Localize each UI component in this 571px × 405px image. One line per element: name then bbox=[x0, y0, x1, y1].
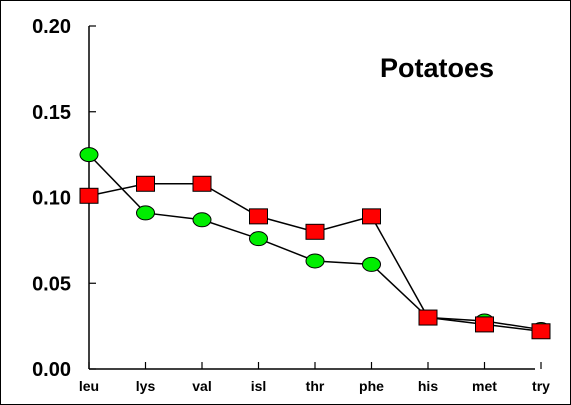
y-tick-label: 0.05 bbox=[32, 273, 71, 295]
x-ticks: leu lys val isl thr phe his met try bbox=[79, 362, 550, 394]
data-point-square bbox=[362, 208, 381, 225]
data-point-circle bbox=[192, 212, 212, 228]
x-tick-label: lys bbox=[136, 378, 156, 394]
x-tick-label: thr bbox=[306, 378, 325, 394]
data-point-square bbox=[475, 316, 494, 333]
x-tick-label: val bbox=[192, 378, 211, 394]
data-point-square bbox=[249, 208, 268, 225]
series-lines bbox=[88, 154, 542, 333]
data-point-circle bbox=[362, 256, 381, 272]
y-tick-label: 0.15 bbox=[32, 102, 71, 124]
x-tick-label: leu bbox=[79, 378, 99, 394]
series-line bbox=[88, 154, 542, 331]
chart-title: Potatoes bbox=[380, 53, 494, 83]
data-point-square bbox=[418, 309, 438, 326]
data-point-circle bbox=[79, 147, 99, 163]
x-tick-label: try bbox=[532, 378, 550, 394]
data-point-square bbox=[136, 175, 155, 192]
data-point-square bbox=[305, 223, 325, 240]
x-tick-label: his bbox=[418, 378, 438, 394]
y-tick-label: 0.00 bbox=[32, 359, 71, 381]
x-tick-label: isl bbox=[251, 378, 267, 394]
data-point-square bbox=[192, 175, 212, 192]
data-point-square bbox=[79, 187, 99, 204]
data-point-circle bbox=[136, 205, 155, 221]
x-tick-label: phe bbox=[359, 378, 384, 394]
data-point-circle bbox=[249, 231, 268, 247]
y-tick-label: 0.10 bbox=[32, 188, 71, 210]
data-point-square bbox=[531, 323, 551, 340]
y-tick-label: 0.20 bbox=[32, 16, 71, 38]
series-markers bbox=[79, 147, 551, 340]
x-tick-label: met bbox=[472, 378, 497, 394]
data-point-circle bbox=[305, 253, 325, 269]
